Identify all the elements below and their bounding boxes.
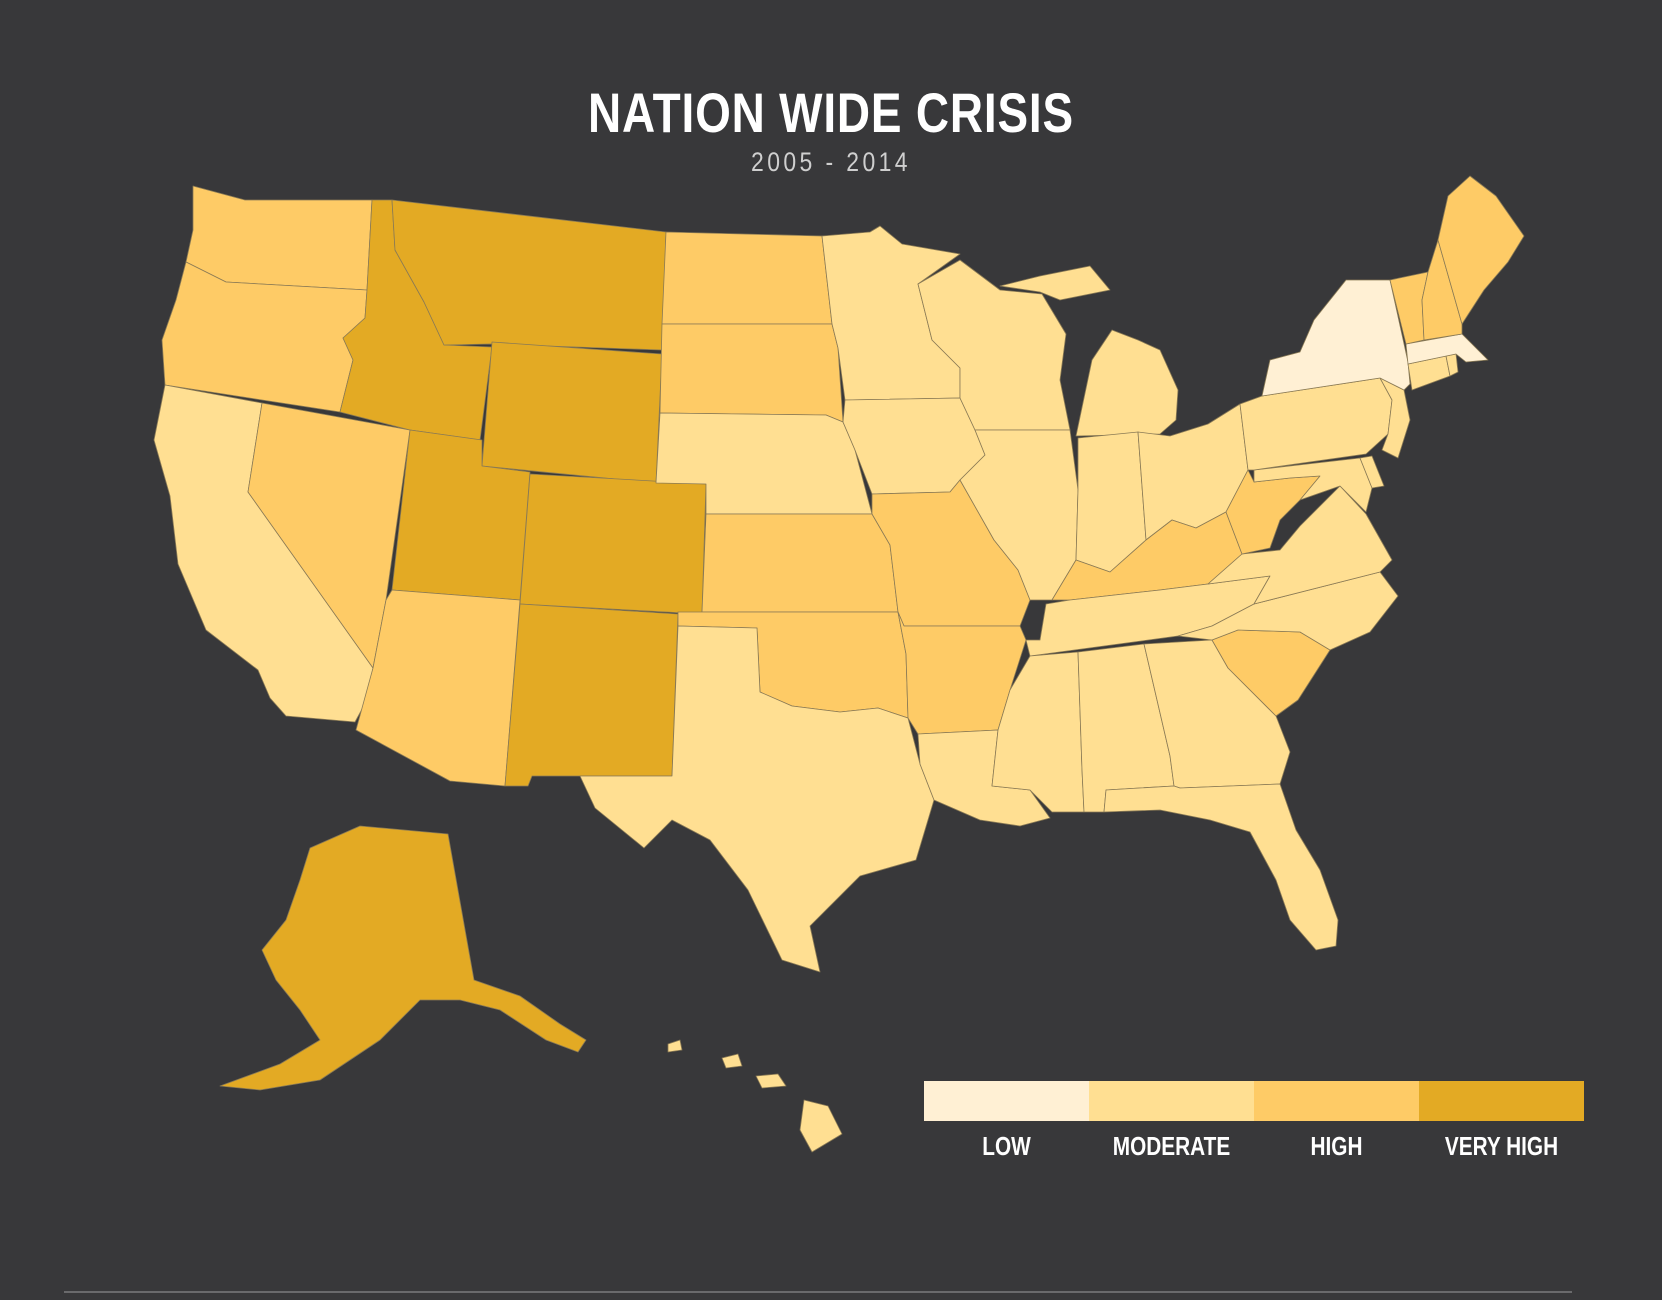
legend-swatch-low <box>924 1081 1089 1121</box>
state-new-mexico <box>504 603 679 787</box>
legend-label-low: LOW <box>982 1131 1031 1161</box>
state-massachusetts <box>1405 333 1489 365</box>
state-north-carolina <box>1177 571 1399 651</box>
state-texas <box>579 625 935 973</box>
state-maine <box>1437 175 1525 325</box>
legend: LOW MODERATE HIGH VERY HIGH <box>924 1081 1584 1162</box>
state-delaware <box>1359 455 1385 489</box>
map-title: NATION WIDE CRISIS <box>588 81 1074 144</box>
state-florida <box>1103 783 1339 951</box>
state-north-dakota <box>661 231 833 325</box>
map-subtitle: 2005 - 2014 <box>751 147 911 177</box>
legend-label-high: HIGH <box>1310 1131 1363 1161</box>
legend-label-very-high: VERY HIGH <box>1444 1131 1559 1161</box>
state-virginia <box>1207 485 1393 605</box>
state-hawaii <box>667 1039 843 1153</box>
state-new-jersey <box>1379 377 1411 459</box>
state-new-york <box>1261 279 1411 397</box>
legend-label-moderate: MODERATE <box>1112 1131 1231 1161</box>
legend-labels: LOW MODERATE HIGH VERY HIGH <box>924 1131 1584 1162</box>
state-michigan <box>999 265 1179 437</box>
state-colorado <box>519 473 707 615</box>
state-illinois <box>959 429 1079 601</box>
legend-swatch-very-high <box>1419 1081 1584 1121</box>
state-missouri <box>871 479 1031 627</box>
state-south-dakota <box>659 323 844 423</box>
legend-swatch-high <box>1254 1081 1419 1121</box>
legend-bar <box>924 1081 1584 1121</box>
state-wyoming <box>481 341 663 484</box>
state-kansas <box>701 513 899 613</box>
state-alaska <box>219 825 587 1091</box>
state-wisconsin <box>917 259 1071 431</box>
bottom-divider <box>64 1291 1572 1293</box>
legend-swatch-moderate <box>1089 1081 1254 1121</box>
map-header: NATION WIDE CRISIS 2005 - 2014 <box>0 80 1662 178</box>
state-washington <box>185 185 373 291</box>
